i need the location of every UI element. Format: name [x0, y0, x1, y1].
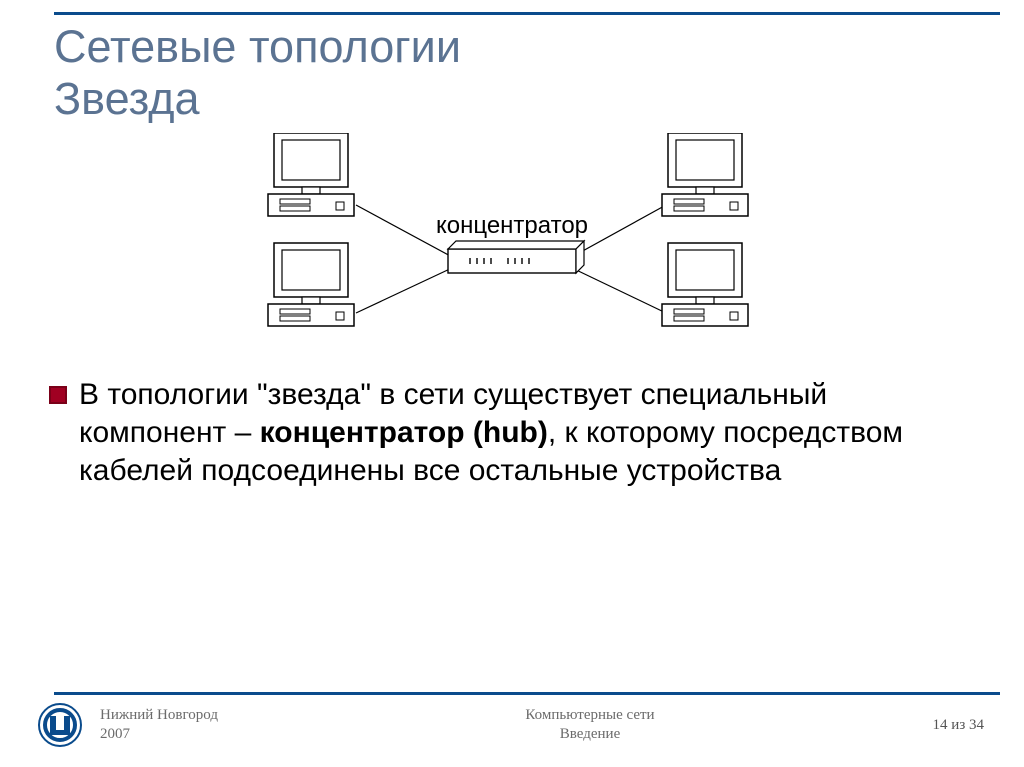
title-line2: Звезда: [54, 73, 200, 124]
slide: Сетевые топологии Звезда: [0, 0, 1024, 767]
computer-icon: [662, 243, 748, 326]
computer-icon: [662, 133, 748, 216]
bullet-icon: [49, 386, 67, 404]
footer-year: 2007: [100, 725, 360, 744]
body-bold: концентратор (hub): [260, 416, 548, 449]
diagram: концентратор: [24, 133, 1000, 358]
star-topology-svg: концентратор: [204, 133, 820, 358]
logo-icon: [38, 703, 82, 747]
computer-icon: [268, 243, 354, 326]
page-number: 14 из 34: [820, 717, 1000, 734]
title-line1: Сетевые топологии: [54, 21, 461, 72]
title-rule: [54, 12, 1000, 15]
footer-course: Компьютерные сети: [360, 706, 820, 725]
slide-title: Сетевые топологии Звезда: [54, 21, 1000, 125]
footer: Нижний Новгород 2007 Компьютерные сети В…: [24, 692, 1000, 747]
footer-rule: [54, 692, 1000, 695]
hub-device-icon: [448, 241, 584, 273]
footer-center: Компьютерные сети Введение: [360, 706, 820, 744]
hub-label: концентратор: [436, 212, 588, 239]
footer-left: Нижний Новгород 2007: [100, 706, 360, 744]
body-bullet: В топологии "звезда" в сети существует с…: [79, 376, 972, 491]
computer-icon: [268, 133, 354, 216]
footer-section: Введение: [360, 725, 820, 744]
footer-location: Нижний Новгород: [100, 706, 360, 725]
